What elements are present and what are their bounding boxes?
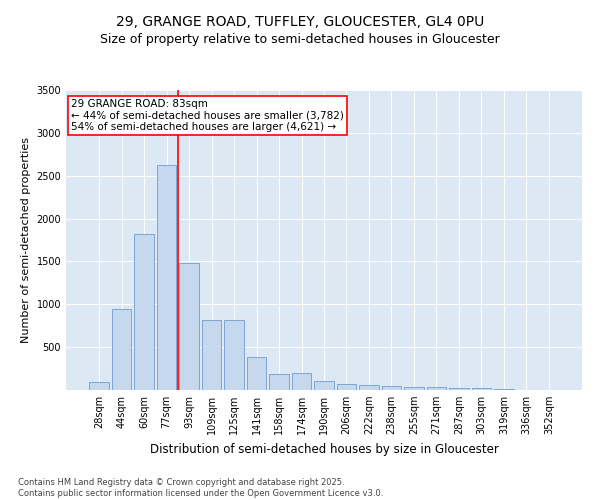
Text: 29, GRANGE ROAD, TUFFLEY, GLOUCESTER, GL4 0PU: 29, GRANGE ROAD, TUFFLEY, GLOUCESTER, GL… [116,15,484,29]
X-axis label: Distribution of semi-detached houses by size in Gloucester: Distribution of semi-detached houses by … [149,442,499,456]
Bar [112,308,131,390]
Bar [427,387,446,390]
Y-axis label: Number of semi-detached properties: Number of semi-detached properties [21,137,31,343]
Text: Contains HM Land Registry data © Crown copyright and database right 2025.
Contai: Contains HM Land Registry data © Crown c… [18,478,383,498]
Bar [89,382,109,390]
Bar [449,388,469,390]
Text: Size of property relative to semi-detached houses in Gloucester: Size of property relative to semi-detach… [100,32,500,46]
Bar [292,374,311,390]
Bar [269,374,289,390]
Bar [247,358,266,390]
Bar [494,389,514,390]
Bar [337,384,356,390]
Bar [157,164,176,390]
Bar [202,320,221,390]
Text: 29 GRANGE ROAD: 83sqm
← 44% of semi-detached houses are smaller (3,782)
54% of s: 29 GRANGE ROAD: 83sqm ← 44% of semi-deta… [71,99,344,132]
Bar [382,386,401,390]
Bar [314,382,334,390]
Bar [472,388,491,390]
Bar [359,385,379,390]
Bar [404,386,424,390]
Bar [224,320,244,390]
Bar [179,263,199,390]
Bar [134,234,154,390]
